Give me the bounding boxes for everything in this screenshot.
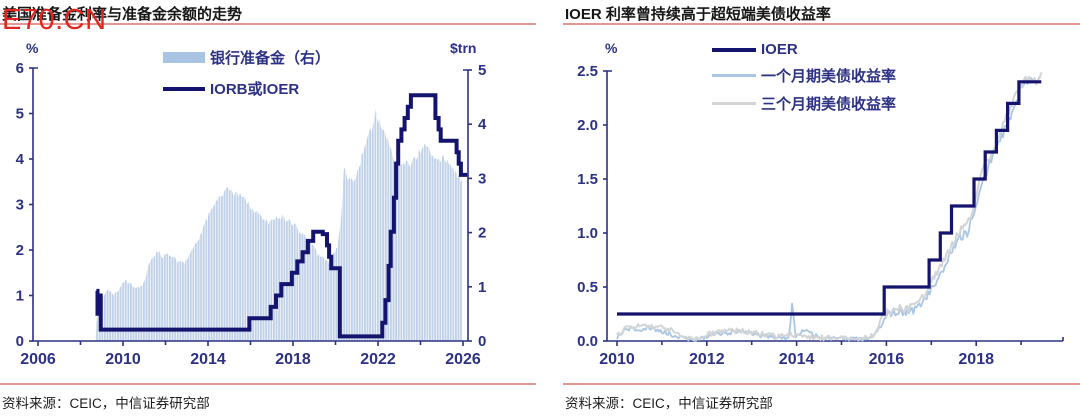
tick-label: 1.5 (577, 171, 598, 188)
watermark: E70.CN (2, 4, 107, 36)
legend-item-1m-yield: 一个月期美债收益率 (712, 65, 896, 86)
left-chart-title: 美国准备金利率与准备金余额的走势 (2, 6, 243, 23)
legend-label-ioer: IOER (761, 41, 798, 58)
right-chart-canvas: 0.0 0.5 1.0 1.5 2.0 2.5 2010 2012 2014 2016 2018 (577, 63, 1064, 368)
tick-label: 2 (16, 242, 24, 259)
legend-label-iorb: IORB或IOER (210, 81, 300, 98)
tick-label: 2010 (599, 351, 635, 368)
left-chart-legend: 银行准备金（右） IORB或IOER (163, 47, 330, 99)
tick-label: 2010 (105, 351, 141, 368)
right-chart-axis-unit: % (605, 40, 618, 56)
tick-label: 2012 (689, 351, 725, 368)
tick-label: 2.5 (577, 63, 598, 80)
left-chart-right-axis-unit: $trn (450, 40, 477, 56)
tick-label: 2022 (360, 351, 396, 368)
right-title-divider (563, 23, 1080, 25)
right-source-note: 资料来源：CEIC，中信证券研究部 (565, 396, 773, 411)
tick-label: 4 (478, 116, 487, 133)
three-month-yield-series (616, 72, 1043, 342)
iorb-step-series (95, 93, 468, 339)
tick-label: 2026 (445, 351, 481, 368)
reserves-area-series (95, 109, 462, 341)
right-chart-title: IOER 利率曾持续高于超短端美债收益率 (565, 6, 831, 23)
tick-label: 2018 (275, 351, 311, 368)
right-source-divider (563, 383, 1080, 385)
ioer-step-series (617, 80, 1042, 316)
left-title-divider (0, 23, 536, 25)
one-month-yield-series (616, 76, 1040, 342)
legend-item-3m-yield: 三个月期美债收益率 (712, 93, 896, 114)
tick-label: 0 (16, 333, 24, 350)
left-chart-tick-labels: 0 1 2 3 4 5 6 0 1 2 3 4 5 2006 2010 2014 2018 2022 2026 (16, 60, 487, 368)
legend-item-reserves: 银行准备金（右） (163, 47, 330, 68)
tick-label: 5 (16, 106, 24, 123)
tick-label: 0.5 (577, 279, 598, 296)
right-chart-legend: IOER 一个月期美债收益率 三个月期美债收益率 (712, 41, 896, 114)
one-month-line-swatch (712, 74, 756, 77)
tick-label: 2.0 (577, 117, 598, 134)
right-chart-tick-labels: 0.0 0.5 1.0 1.5 2.0 2.5 2010 2012 2014 2016 2018 (577, 63, 994, 368)
tick-label: 2006 (20, 351, 56, 368)
tick-label: 1 (16, 288, 24, 305)
tick-label: 5 (478, 62, 486, 79)
tick-label: 0.0 (577, 333, 598, 350)
tick-label: 6 (16, 60, 24, 77)
legend-label-3m-yield: 三个月期美债收益率 (761, 96, 897, 113)
tick-label: 2014 (190, 351, 226, 368)
legend-item-ioer: IOER (712, 41, 896, 58)
legend-label-reserves: 银行准备金（右） (210, 50, 331, 67)
iorb-line-swatch (163, 86, 205, 91)
left-source-note: 资料来源：CEIC，中信证券研究部 (2, 396, 210, 411)
tick-label: 0 (478, 333, 486, 350)
left-chart-canvas: 0 1 2 3 4 5 6 0 1 2 3 4 5 2006 2010 2014 2018 2022 2026 (16, 60, 487, 368)
tick-label: 1.0 (577, 225, 598, 242)
right-chart-axes (603, 70, 1064, 346)
tick-label: 3 (478, 170, 486, 187)
legend-label-1m-yield: 一个月期美债收益率 (761, 68, 897, 85)
tick-label: 2018 (958, 351, 994, 368)
left-source-divider (0, 383, 536, 385)
tick-label: 4 (16, 151, 25, 168)
legend-item-iorb: IORB或IOER (163, 78, 330, 99)
tick-label: 1 (478, 279, 486, 296)
left-chart-axes (29, 67, 472, 346)
ioer-line-swatch (712, 47, 756, 52)
reserves-area-swatch (163, 52, 205, 63)
left-chart-left-axis-unit: % (26, 40, 39, 56)
tick-label: 2 (478, 225, 486, 242)
tick-label: 2016 (869, 351, 905, 368)
tick-label: 2014 (779, 351, 815, 368)
tick-label: 3 (16, 197, 24, 214)
three-month-line-swatch (712, 102, 756, 105)
